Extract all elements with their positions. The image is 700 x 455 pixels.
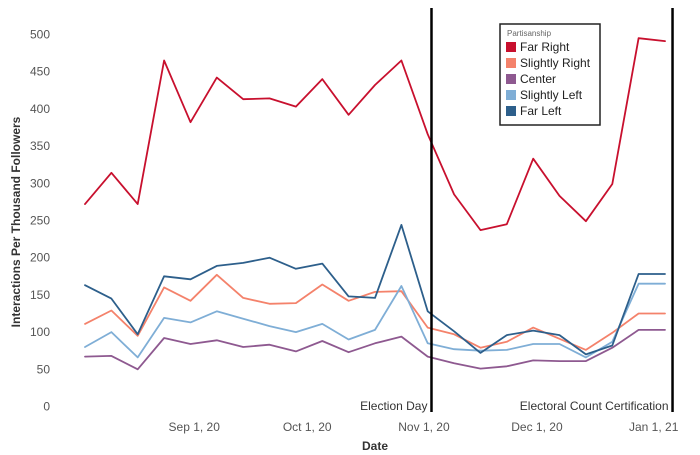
x-tick-label: Dec 1, 20 (511, 420, 563, 434)
series-line-far-right (84, 37, 666, 232)
x-axis-ticks: Sep 1, 20 Oct 1, 20 Nov 1, 20 Dec 1, 20 Jan … (169, 420, 679, 434)
x-tick-label: Nov 1, 20 (398, 420, 450, 434)
annotation-label: Electoral Count Certification (520, 399, 669, 413)
series-line-slightly-right (84, 273, 666, 351)
legend-item-label: Center (520, 72, 556, 86)
y-tick-label: 500 (30, 27, 50, 41)
y-axis-title: Interactions Per Thousand Followers (9, 116, 23, 327)
y-axis-ticks: 0 50 100 150 200 250 300 350 400 450 500 (30, 27, 50, 413)
legend: Partisanship Far Right Slightly Right Cent… (499, 23, 601, 126)
y-tick-label: 50 (37, 362, 51, 376)
legend-items: Far Right Slightly Right Center Slightly Le… (506, 40, 591, 118)
legend-box (499, 23, 601, 126)
legend-swatch (506, 42, 516, 52)
series-line-center (84, 328, 666, 371)
annotation-label: Election Day (360, 399, 427, 413)
y-tick-label: 400 (30, 102, 50, 116)
event-annotations: Election Day Electoral Count Certificatio… (360, 8, 674, 413)
series-line-slightly-left (84, 282, 666, 359)
x-tick-label: Sep 1, 20 (169, 420, 221, 434)
y-tick-label: 150 (30, 288, 50, 302)
legend-swatch (506, 106, 516, 116)
legend-swatch (506, 74, 516, 84)
y-tick-label: 250 (30, 213, 50, 227)
y-tick-label: 450 (30, 65, 50, 79)
y-tick-label: 350 (30, 139, 50, 153)
y-tick-label: 200 (30, 251, 50, 265)
legend-item-label: Far Right (520, 40, 570, 54)
legend-item-label: Far Left (520, 104, 562, 118)
y-tick-label: 100 (30, 325, 50, 339)
legend-title: Partisanship (507, 29, 552, 38)
legend-item-label: Slightly Left (520, 88, 583, 102)
series-lines (84, 37, 666, 371)
legend-swatch (506, 58, 516, 68)
y-tick-label: 300 (30, 176, 50, 190)
x-axis-title: Date (362, 439, 388, 453)
legend-item-label: Slightly Right (520, 56, 591, 70)
x-tick-label: Jan 1, 21 (629, 420, 679, 434)
series-line-far-left (84, 223, 666, 356)
y-tick-label: 0 (43, 400, 50, 414)
x-tick-label: Oct 1, 20 (283, 420, 332, 434)
legend-swatch (506, 90, 516, 100)
